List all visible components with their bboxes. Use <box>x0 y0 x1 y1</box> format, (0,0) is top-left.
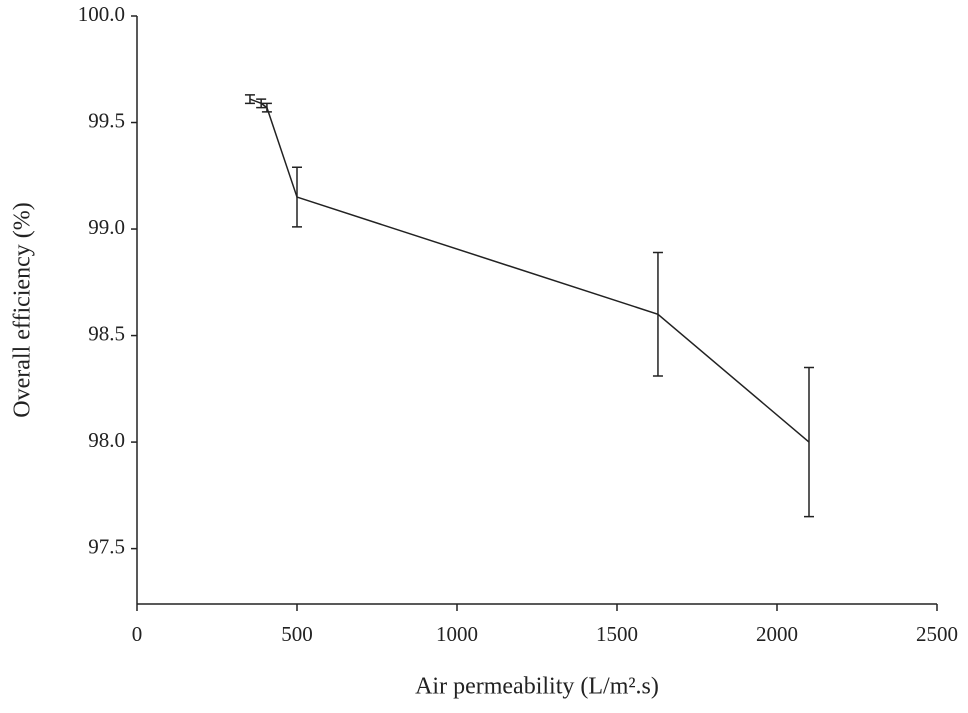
y-tick-label: 100.0 <box>78 2 125 26</box>
x-tick-label: 1500 <box>596 622 638 646</box>
y-tick-label: 99.0 <box>88 215 125 239</box>
y-tick-label: 98.0 <box>88 428 125 452</box>
y-axis-label: Overall efficiency (%) <box>10 202 36 417</box>
error-bar <box>804 366 814 518</box>
error-bar <box>244 94 255 105</box>
error-bar <box>261 102 272 113</box>
y-tick-label: 98.5 <box>88 321 125 345</box>
error-bar <box>292 166 302 228</box>
error-bar <box>652 251 663 377</box>
y-tick-label: 99.5 <box>88 108 125 132</box>
data-line <box>249 98 810 443</box>
x-tick-label: 2500 <box>916 622 958 646</box>
x-tick-label: 1000 <box>436 622 478 646</box>
error-bar <box>256 98 267 109</box>
x-axis-label: Air permeability (L/m².s) <box>415 674 659 700</box>
x-tick-label: 2000 <box>756 622 798 646</box>
x-tick-label: 0 <box>132 622 143 646</box>
x-tick-label: 500 <box>281 622 313 646</box>
y-tick-label: 97.5 <box>88 534 125 558</box>
